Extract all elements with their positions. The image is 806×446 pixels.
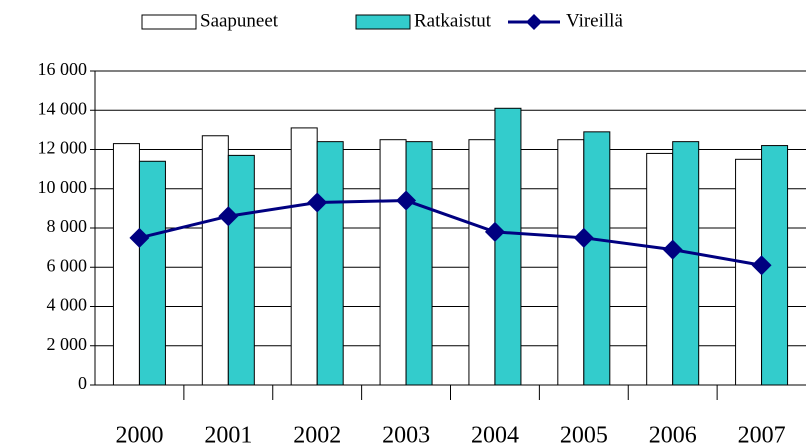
marker (573, 227, 594, 248)
legend-label: Ratkaistut (414, 10, 492, 31)
y-tick-label: 16 000 (38, 59, 88, 79)
marker (218, 206, 239, 227)
x-tick-label: 2003 (382, 423, 430, 446)
bar (583, 131, 611, 386)
marker (484, 221, 505, 242)
marker (307, 192, 328, 213)
x-tick-label: 2000 (115, 423, 163, 446)
legend-swatch (355, 14, 411, 30)
y-tick-label: 2 000 (47, 334, 88, 354)
bar (405, 141, 433, 386)
marker (129, 227, 150, 248)
bar (468, 139, 496, 386)
bar (494, 107, 522, 386)
bar (290, 127, 318, 386)
y-tick-label: 0 (78, 373, 87, 393)
marker (751, 255, 772, 276)
y-tick-label: 8 000 (47, 216, 88, 236)
bar (646, 152, 674, 386)
x-tick-label: 2001 (204, 423, 252, 446)
bar (138, 160, 166, 386)
bar (112, 143, 140, 386)
legend-label: Saapuneet (200, 10, 279, 31)
x-tick-label: 2004 (471, 423, 519, 446)
y-tick-label: 14 000 (38, 98, 88, 118)
x-tick-label: 2005 (560, 423, 608, 446)
bar (201, 135, 229, 386)
bar (557, 139, 585, 386)
x-tick-label: 2002 (293, 423, 341, 446)
x-tick-label: 2006 (649, 423, 697, 446)
bar (735, 158, 763, 386)
y-tick-label: 10 000 (38, 177, 88, 197)
marker (662, 239, 683, 260)
y-tick-label: 6 000 (47, 255, 88, 275)
y-tick-label: 4 000 (47, 295, 88, 315)
line (139, 199, 762, 267)
x-tick-label: 2007 (738, 423, 786, 446)
legend-label: Vireillä (566, 10, 623, 31)
y-tick-label: 12 000 (38, 138, 88, 158)
legend-marker (526, 14, 542, 30)
bar (316, 141, 344, 386)
marker (396, 190, 417, 211)
bar (672, 141, 700, 386)
bar (227, 154, 255, 386)
legend-swatch (141, 14, 197, 30)
bar (379, 139, 407, 386)
